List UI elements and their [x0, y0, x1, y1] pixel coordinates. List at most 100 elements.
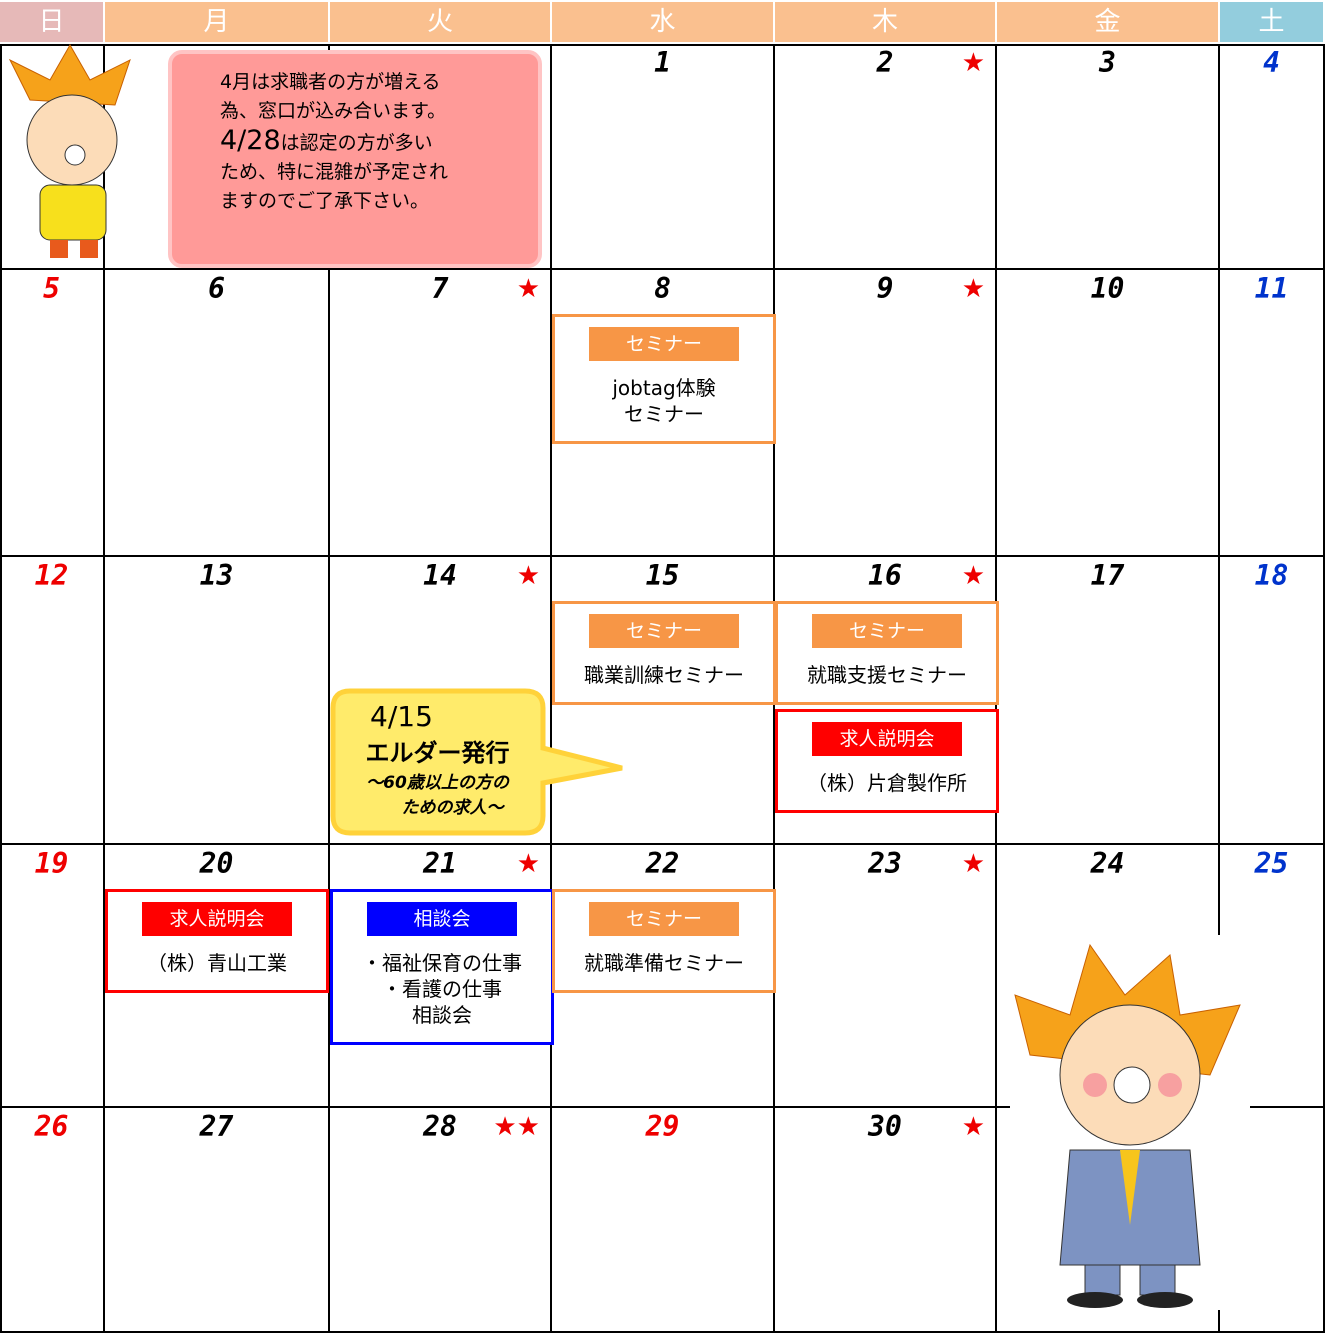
event-box: セミナー 職業訓練セミナー [552, 601, 776, 705]
weekday-header: 月 [105, 2, 330, 42]
day-cell: 23 ★ [775, 845, 997, 1108]
day-number: 3 [1099, 46, 1116, 79]
day-number: 14 [423, 559, 457, 592]
day-number: 9 [876, 272, 894, 305]
day-number: 27 [199, 1110, 234, 1143]
day-cell: 7 ★ [330, 270, 552, 557]
busy-star: ★ [516, 849, 540, 879]
weekday-header: 土 [1220, 2, 1325, 42]
day-cell: 3 [997, 44, 1220, 270]
day-cell: 22 セミナー就職準備セミナー [552, 845, 776, 1108]
day-number: 19 [34, 847, 69, 880]
note-line: ため、特に混雑が予定され [220, 161, 449, 183]
event-tag: セミナー [812, 614, 962, 648]
event-tag: 求人説明会 [812, 722, 962, 756]
callout-title: エルダー発行 [365, 739, 510, 767]
event-text: ・看護の仕事 [382, 977, 502, 1001]
weekday-header: 水 [552, 2, 775, 42]
callout-date: 4/15 [370, 700, 433, 733]
day-number: 13 [199, 559, 234, 592]
event-tag: セミナー [589, 902, 739, 936]
day-number: 28 [423, 1110, 457, 1143]
day-number: 22 [645, 847, 680, 880]
day-cell: 18 [1220, 557, 1325, 845]
event-text: ・福祉保育の仕事 [362, 951, 522, 975]
day-number: 6 [208, 272, 225, 305]
event-text: 就職準備セミナー [584, 951, 744, 975]
day-cell: 30 ★ [775, 1108, 997, 1333]
day-number: 20 [199, 847, 234, 880]
day-cell: 10 [997, 270, 1220, 557]
callout-shape [330, 688, 623, 836]
day-number: 29 [645, 1110, 680, 1143]
busy-star: ★ [516, 561, 540, 591]
day-number: 5 [43, 272, 60, 305]
note-date: 4/28 [220, 125, 281, 156]
day-number: 26 [34, 1110, 69, 1143]
event-box: セミナー就職準備セミナー [552, 889, 776, 993]
day-number: 10 [1090, 272, 1125, 305]
notice-bubble: 4月は求職者の方が増える 為、窓口が込み合います。 4/28は認定の方が多い た… [168, 50, 542, 268]
day-cell: 26 [0, 1108, 105, 1333]
event-tag: 相談会 [367, 902, 517, 936]
day-cell: 14 ★ [330, 557, 552, 845]
busy-star: ★★ [493, 1112, 540, 1142]
day-cell: 21 ★ 相談会 ・福祉保育の仕事 ・看護の仕事 相談会 [330, 845, 554, 1108]
day-number: 21 [423, 847, 457, 880]
day-cell: 20 求人説明会 （株）青山工業 [105, 845, 330, 1108]
weekday-header: 木 [775, 2, 997, 42]
day-number: 24 [1090, 847, 1125, 880]
event-text: 職業訓練セミナー [584, 663, 744, 687]
day-number: 18 [1254, 559, 1289, 592]
day-cell: 9 ★ [775, 270, 997, 557]
note-line: 為、窓口が込み合います。 [220, 100, 447, 122]
day-number: 12 [34, 559, 69, 592]
event-text: （株）片倉製作所 [807, 771, 967, 795]
day-cell: 16 ★ セミナー 就職支援セミナー 求人説明会 （株）片倉製作所 [775, 557, 999, 845]
grid-border [0, 44, 1325, 1333]
day-number: 4 [1263, 46, 1280, 79]
event-tag: 求人説明会 [142, 902, 292, 936]
day-number: 11 [1254, 272, 1289, 305]
event-box: 求人説明会 （株）片倉製作所 [775, 709, 999, 813]
day-cell [1220, 1108, 1325, 1333]
day-number: 7 [431, 272, 449, 305]
note-line: 4月は求職者の方が増える [220, 71, 441, 93]
note-text: は認定の方が多い [280, 132, 433, 154]
day-number: 1 [654, 46, 671, 79]
day-cell [330, 44, 552, 270]
event-text: セミナー [624, 402, 704, 426]
day-number: 25 [1254, 847, 1289, 880]
event-text: （株）青山工業 [147, 951, 287, 975]
day-number: 2 [876, 46, 894, 79]
event-box: 相談会 ・福祉保育の仕事 ・看護の仕事 相談会 [330, 889, 554, 1045]
event-box: セミナー jobtag体験 セミナー [552, 314, 776, 444]
day-number: 23 [868, 847, 902, 880]
callout-sub: ～60歳以上の方の [366, 773, 509, 793]
busy-star: ★ [961, 849, 985, 879]
note-line: ますのでご了承下さい。 [220, 190, 430, 212]
weekday-header: 日 [0, 2, 105, 42]
day-cell: 8 セミナー jobtag体験 セミナー [552, 270, 776, 557]
day-number: 30 [868, 1110, 902, 1143]
busy-star: ★ [516, 274, 540, 304]
busy-star: ★ [961, 561, 985, 591]
weekday-header: 金 [997, 2, 1220, 42]
day-cell: 17 [997, 557, 1220, 845]
event-text: 相談会 [412, 1003, 472, 1027]
callout-sub: ための求人～ [401, 798, 504, 818]
event-box: 求人説明会 （株）青山工業 [105, 889, 329, 993]
note-line: 4/28は認定の方が多い [220, 126, 538, 158]
day-cell: 29 [552, 1108, 775, 1333]
day-cell: 2 ★ [775, 44, 997, 270]
day-cell: 5 [0, 270, 105, 557]
day-number: 15 [645, 559, 680, 592]
day-cell: 13 [105, 557, 330, 845]
day-cell: 27 [105, 1108, 330, 1333]
day-cell: 12 [0, 557, 105, 845]
day-cell: 25 [1220, 845, 1325, 1108]
busy-star: ★ [961, 1112, 985, 1142]
day-cell: 28 ★★ [330, 1108, 552, 1333]
day-number: 8 [654, 272, 671, 305]
